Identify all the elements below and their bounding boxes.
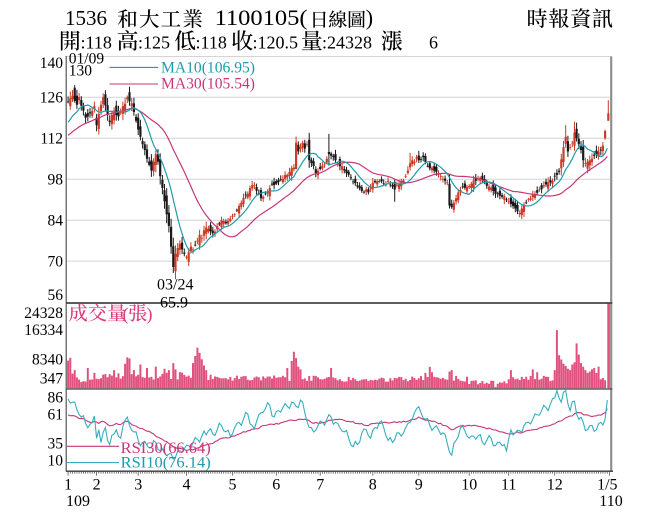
svg-text:): ) bbox=[147, 304, 153, 325]
svg-text:10: 10 bbox=[48, 453, 64, 470]
svg-text::125: :125 bbox=[138, 33, 170, 53]
svg-text:109: 109 bbox=[66, 493, 90, 510]
svg-text:1536: 1536 bbox=[65, 6, 107, 30]
svg-text:140: 140 bbox=[40, 55, 64, 72]
svg-text:98: 98 bbox=[48, 171, 64, 188]
svg-text:8: 8 bbox=[369, 476, 377, 493]
svg-text:12: 12 bbox=[547, 476, 563, 493]
svg-text:5: 5 bbox=[229, 476, 237, 493]
svg-text::118: :118 bbox=[81, 33, 112, 53]
svg-text:): ) bbox=[366, 5, 373, 30]
svg-text:03/24: 03/24 bbox=[157, 276, 193, 293]
svg-text:1: 1 bbox=[64, 476, 72, 493]
svg-text:65.9: 65.9 bbox=[160, 294, 188, 311]
svg-text:70: 70 bbox=[48, 254, 64, 271]
svg-text:1100105(: 1100105( bbox=[215, 5, 308, 30]
svg-text:110: 110 bbox=[599, 493, 622, 510]
svg-text:16334: 16334 bbox=[24, 322, 63, 339]
svg-text:(: ( bbox=[123, 304, 129, 325]
svg-text::118: :118 bbox=[196, 33, 227, 53]
svg-text:86: 86 bbox=[48, 390, 64, 407]
svg-text:RSI10(76.14): RSI10(76.14) bbox=[121, 455, 211, 472]
svg-text::120.5: :120.5 bbox=[253, 33, 299, 53]
svg-text:MA30(105.54): MA30(105.54) bbox=[161, 76, 255, 93]
svg-text:61: 61 bbox=[48, 406, 64, 423]
svg-text:35: 35 bbox=[48, 436, 64, 453]
svg-text:56: 56 bbox=[48, 287, 64, 304]
svg-text:4: 4 bbox=[183, 476, 191, 493]
svg-text:MA10(106.95): MA10(106.95) bbox=[161, 60, 255, 77]
svg-text:112: 112 bbox=[40, 131, 63, 148]
svg-text:RSI30(66.64): RSI30(66.64) bbox=[121, 440, 211, 457]
svg-text:84: 84 bbox=[48, 212, 64, 229]
svg-text:7: 7 bbox=[316, 476, 324, 493]
svg-text:10: 10 bbox=[461, 476, 477, 493]
svg-text:126: 126 bbox=[40, 90, 64, 107]
svg-text:3: 3 bbox=[134, 476, 142, 493]
svg-text:1/5: 1/5 bbox=[597, 476, 617, 493]
svg-text:01/09: 01/09 bbox=[69, 51, 105, 68]
svg-text:130: 130 bbox=[69, 63, 93, 80]
svg-text:6: 6 bbox=[272, 476, 280, 493]
svg-text:24328: 24328 bbox=[24, 305, 63, 322]
svg-text:11: 11 bbox=[501, 476, 516, 493]
svg-text:9: 9 bbox=[415, 476, 423, 493]
svg-text:8340: 8340 bbox=[32, 352, 63, 369]
svg-text:347: 347 bbox=[40, 371, 64, 388]
svg-text:6: 6 bbox=[429, 33, 438, 53]
svg-text:2: 2 bbox=[93, 476, 101, 493]
svg-text::24328: :24328 bbox=[322, 33, 372, 53]
